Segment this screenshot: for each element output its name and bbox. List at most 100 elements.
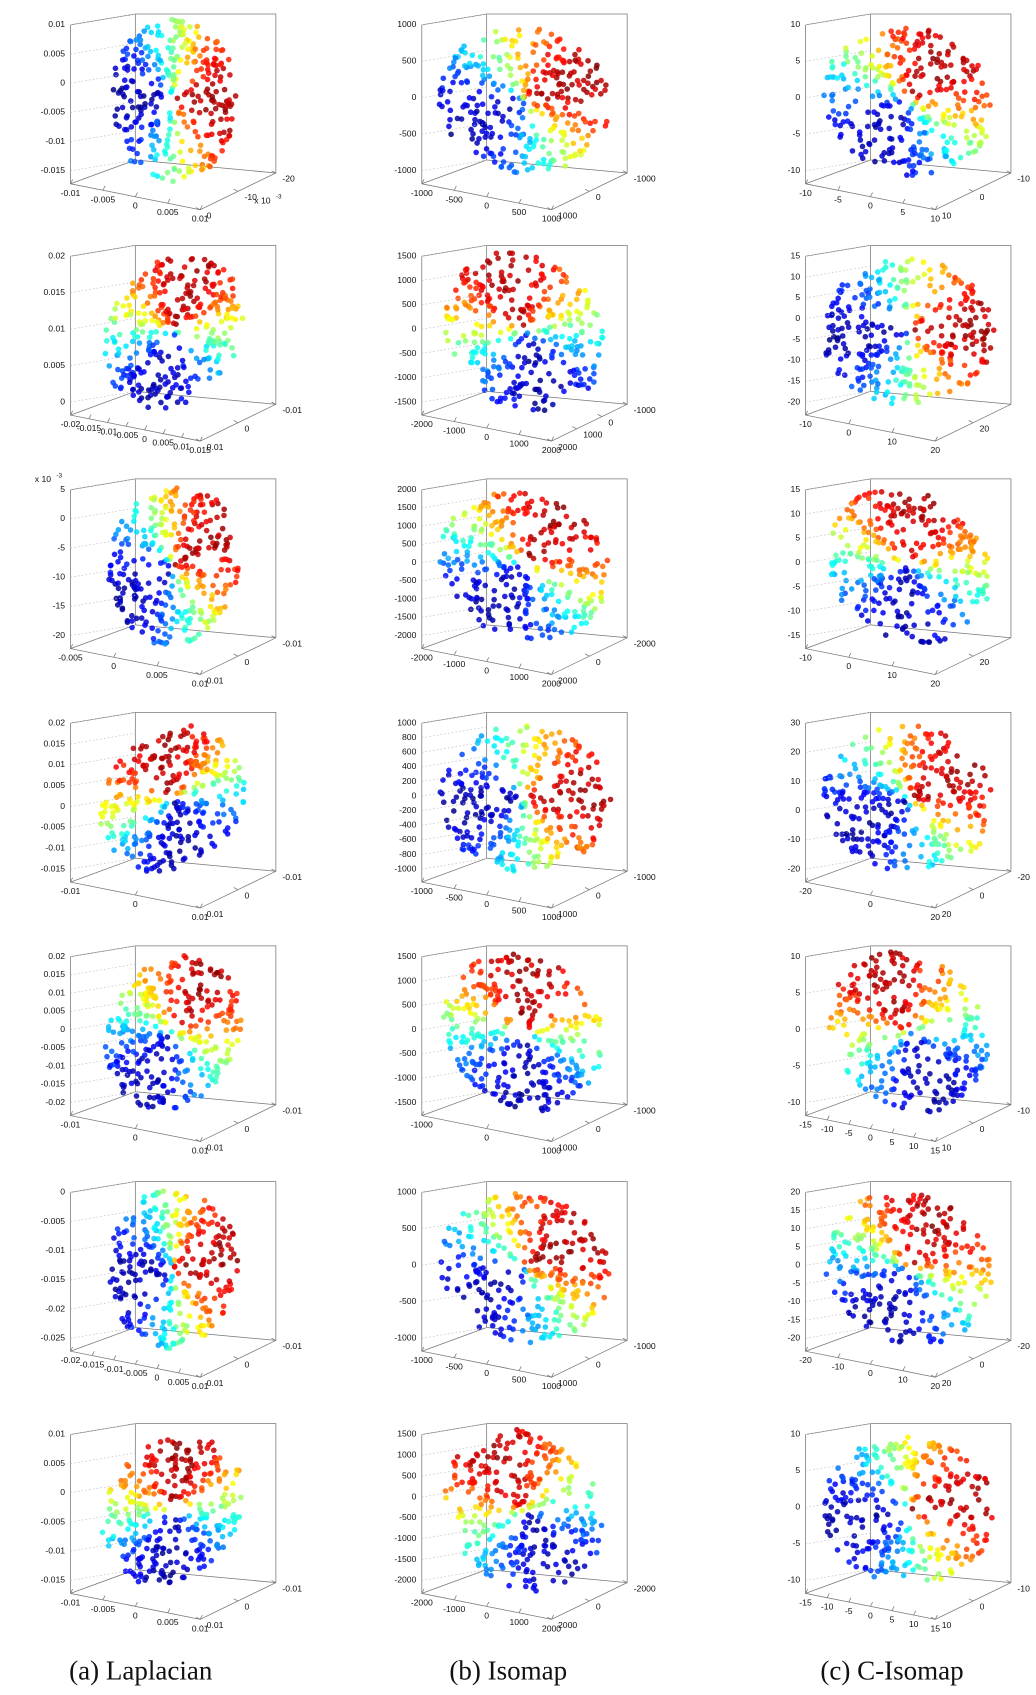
cloud-dot xyxy=(866,490,873,496)
cloud-dot xyxy=(580,608,587,615)
cloud-dot xyxy=(907,733,914,739)
cloud-dot xyxy=(203,518,210,525)
cloud-dot xyxy=(439,103,445,110)
cloud-dot xyxy=(456,1062,463,1069)
cloud-dot xyxy=(206,618,212,624)
cloud-dot xyxy=(148,966,154,972)
cloud-dot xyxy=(552,334,559,340)
cloud-dot xyxy=(178,790,184,796)
cloud-dot xyxy=(503,389,510,396)
cloud-dot xyxy=(865,360,872,367)
cloud-dot xyxy=(210,820,216,826)
cloud-dot xyxy=(151,348,157,355)
cloud-dot xyxy=(523,966,529,972)
cloud-dot xyxy=(510,784,517,791)
cloud-dot xyxy=(219,1010,226,1017)
cloud-dot xyxy=(953,91,960,97)
cloud-dot xyxy=(516,833,523,839)
cloud-dot xyxy=(194,333,200,340)
cloud-dot xyxy=(441,1014,447,1020)
tick-mark xyxy=(421,179,425,184)
cloud-dot xyxy=(925,863,932,870)
cloud-dot xyxy=(983,133,989,140)
cloud-dot xyxy=(494,993,501,999)
cloud-dot xyxy=(213,291,220,298)
cloud-dot xyxy=(221,330,228,336)
cloud-dot xyxy=(861,582,867,588)
cloud-dot xyxy=(583,521,590,527)
cloud-dot xyxy=(570,367,577,374)
cloud-dot xyxy=(486,277,493,284)
cloud-dot xyxy=(909,278,916,285)
grid-line xyxy=(805,527,871,539)
tick-mark xyxy=(233,1120,239,1124)
cloud-dot xyxy=(580,614,587,621)
cloud-dot xyxy=(199,761,206,767)
cloud-dot xyxy=(852,98,859,105)
cloud-dot xyxy=(972,120,979,127)
cloud-dot xyxy=(895,798,901,805)
cloud-dot xyxy=(222,604,228,610)
cloud-dot xyxy=(478,596,485,603)
cloud-dot xyxy=(855,519,862,526)
cloud-dot xyxy=(186,314,193,320)
cloud-dot xyxy=(151,109,157,116)
cloud-dot xyxy=(494,735,501,742)
grid-line xyxy=(421,1091,487,1103)
cloud-dot xyxy=(836,366,843,373)
cloud-dot xyxy=(856,815,862,822)
cloud-dot xyxy=(567,570,574,577)
tick-mark xyxy=(199,436,203,442)
cloud-dot xyxy=(186,23,193,30)
cloud-dot xyxy=(203,745,210,751)
cloud-dot xyxy=(549,72,556,79)
cloud-dot xyxy=(842,45,849,51)
cloud-dot xyxy=(103,327,110,333)
cloud-dot xyxy=(488,93,495,100)
cloud-dot xyxy=(871,805,877,812)
cloud-dot xyxy=(149,317,156,324)
cloud-dot xyxy=(891,159,897,166)
cloud-dot xyxy=(898,613,905,620)
cloud-dot xyxy=(472,1011,478,1018)
cloud-dot xyxy=(172,492,179,499)
cloud-dot xyxy=(139,283,146,290)
cloud-dot xyxy=(545,627,551,633)
cloud-dot xyxy=(886,759,893,766)
grid-line xyxy=(70,963,136,976)
cloud-dot xyxy=(515,353,522,360)
cloud-dot xyxy=(862,148,869,155)
cloud-dot xyxy=(561,983,568,990)
cloud-dot xyxy=(512,1103,518,1110)
cloud-dot xyxy=(118,1040,125,1046)
cloud-dot xyxy=(967,532,974,539)
cloud-dot xyxy=(587,68,594,74)
cloud-dot xyxy=(904,258,911,265)
cloud-dot xyxy=(843,53,849,60)
cloud-dot xyxy=(158,498,164,504)
cloud-dot xyxy=(516,109,523,116)
cloud-dot xyxy=(894,36,901,42)
cloud-dot xyxy=(925,781,932,787)
cloud-dot xyxy=(446,767,452,774)
cloud-dot xyxy=(205,1019,212,1025)
cloud-dot xyxy=(962,528,968,535)
cloud-dot xyxy=(584,302,591,308)
cloud-dot xyxy=(572,1079,578,1085)
point-cloud xyxy=(823,256,997,407)
cloud-dot xyxy=(572,608,578,615)
cloud-dot xyxy=(970,116,977,123)
cloud-dot xyxy=(482,1010,489,1016)
cloud-dot xyxy=(943,147,950,154)
cloud-dot xyxy=(577,148,583,154)
cloud-dot xyxy=(494,493,501,500)
cloud-dot xyxy=(971,132,978,139)
cloud-dot xyxy=(195,304,201,310)
cloud-dot xyxy=(130,1048,137,1055)
cloud-dot xyxy=(469,52,476,58)
cloud-dot xyxy=(216,101,222,108)
cloud-dot xyxy=(883,851,889,858)
cloud-dot xyxy=(509,322,515,329)
cloud-dot xyxy=(155,32,161,38)
cloud-dot xyxy=(873,389,880,395)
